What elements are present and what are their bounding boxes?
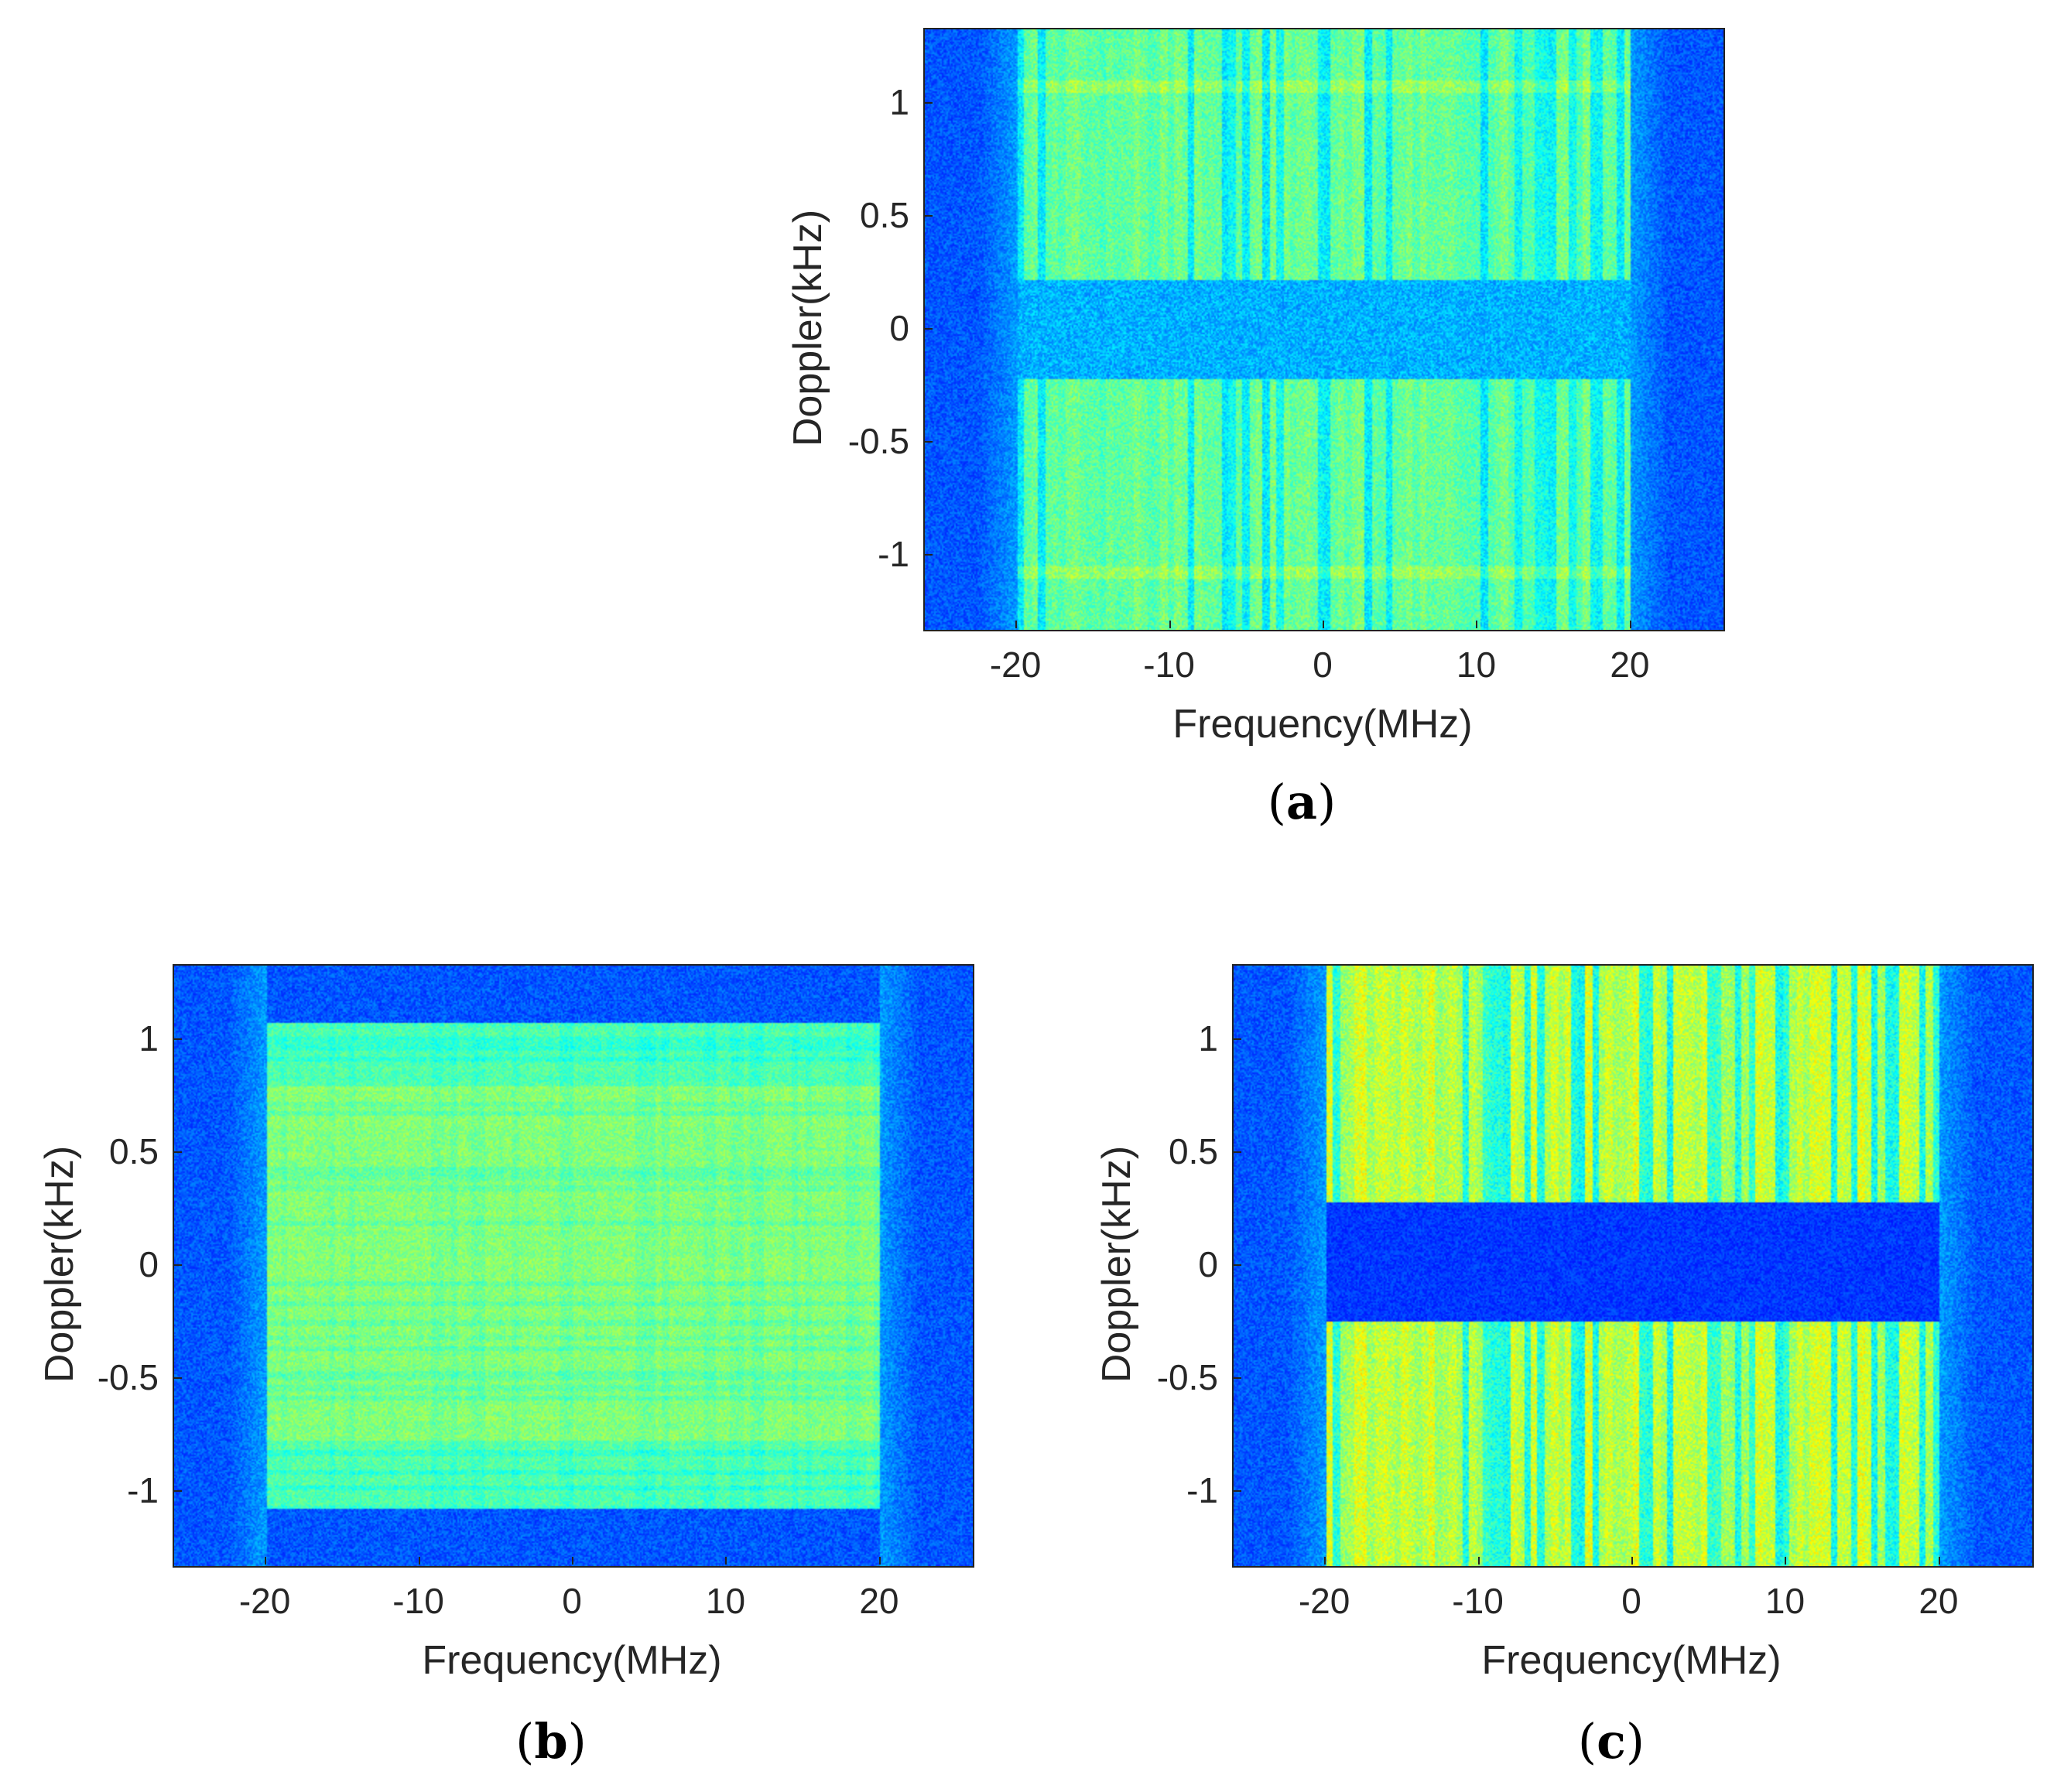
y-tick-mark bbox=[925, 328, 933, 330]
y-tick-label: -0.5 bbox=[97, 1356, 159, 1397]
x-tick-mark bbox=[878, 1557, 881, 1565]
x-tick-label: 0 bbox=[562, 1581, 582, 1621]
x-tick-label: -10 bbox=[392, 1581, 444, 1621]
y-tick-mark bbox=[1234, 1038, 1241, 1041]
y-tick-mark bbox=[174, 1489, 182, 1492]
x-tick-label: -10 bbox=[1143, 645, 1195, 685]
y-tick-label: 1 bbox=[889, 82, 909, 123]
y-tick-mark bbox=[925, 440, 933, 443]
y-axis-label-b: Doppler(kHz) bbox=[37, 1145, 82, 1383]
y-axis-label-a: Doppler(kHz) bbox=[786, 209, 830, 447]
heatmap-image-a bbox=[925, 29, 1723, 630]
caption-a: (a) bbox=[1267, 774, 1337, 830]
y-tick-label: 0 bbox=[139, 1244, 159, 1284]
x-tick-label: 20 bbox=[1919, 1581, 1959, 1621]
x-tick-label: -20 bbox=[238, 1581, 291, 1621]
x-tick-label: 10 bbox=[1456, 645, 1497, 685]
x-tick-label: -10 bbox=[1452, 1581, 1504, 1621]
y-tick-label: 1 bbox=[1198, 1018, 1218, 1059]
y-tick-mark bbox=[174, 1038, 182, 1041]
y-axis-label-c: Doppler(kHz) bbox=[1094, 1145, 1139, 1383]
y-tick-label: -0.5 bbox=[847, 420, 909, 461]
y-tick-label: -0.5 bbox=[1156, 1356, 1218, 1397]
heatmap-plot-c bbox=[1232, 964, 2034, 1568]
heatmap-image-b bbox=[174, 966, 973, 1566]
y-tick-mark bbox=[925, 553, 933, 556]
x-tick-mark bbox=[1169, 621, 1171, 628]
x-tick-label: 20 bbox=[859, 1581, 899, 1621]
y-tick-label: 0 bbox=[1198, 1244, 1218, 1284]
x-tick-label: 10 bbox=[705, 1581, 746, 1621]
x-tick-mark bbox=[1323, 621, 1324, 628]
y-tick-label: -1 bbox=[1186, 1469, 1218, 1510]
x-tick-label: 0 bbox=[1621, 1581, 1641, 1621]
heatmap-plot-b bbox=[173, 964, 974, 1568]
y-tick-mark bbox=[925, 102, 933, 104]
y-tick-label: 0.5 bbox=[860, 195, 909, 236]
y-tick-mark bbox=[174, 1151, 182, 1154]
x-axis-label-c: Frequency(MHz) bbox=[1481, 1638, 1782, 1683]
caption-b: (b) bbox=[515, 1713, 587, 1770]
heatmap-image-c bbox=[1234, 966, 2032, 1566]
x-tick-label: 10 bbox=[1764, 1581, 1806, 1621]
y-tick-label: -1 bbox=[878, 533, 909, 574]
x-tick-mark bbox=[1785, 1557, 1787, 1565]
x-tick-mark bbox=[1324, 1557, 1326, 1565]
x-tick-label: 20 bbox=[1610, 645, 1650, 685]
x-tick-mark bbox=[418, 1557, 420, 1565]
x-tick-label: 0 bbox=[1313, 645, 1333, 685]
x-tick-mark bbox=[1938, 1557, 1940, 1565]
x-tick-mark bbox=[1476, 621, 1478, 628]
y-tick-label: 0 bbox=[889, 308, 909, 348]
x-tick-mark bbox=[1631, 1557, 1633, 1565]
x-tick-mark bbox=[725, 1557, 727, 1565]
y-tick-mark bbox=[1234, 1489, 1241, 1492]
y-tick-mark bbox=[1234, 1376, 1241, 1379]
x-tick-mark bbox=[1629, 621, 1631, 628]
x-tick-mark bbox=[1477, 1557, 1480, 1565]
y-tick-label: 1 bbox=[139, 1018, 159, 1059]
x-axis-label-b: Frequency(MHz) bbox=[422, 1638, 722, 1683]
y-tick-label: 0.5 bbox=[109, 1131, 159, 1172]
y-tick-mark bbox=[174, 1264, 182, 1266]
y-tick-label: 0.5 bbox=[1169, 1131, 1218, 1172]
x-tick-mark bbox=[572, 1557, 573, 1565]
x-tick-label: -20 bbox=[989, 645, 1042, 685]
y-tick-mark bbox=[1234, 1151, 1241, 1154]
x-axis-label-a: Frequency(MHz) bbox=[1172, 702, 1473, 747]
caption-c: (c) bbox=[1577, 1713, 1645, 1770]
y-tick-label: -1 bbox=[127, 1469, 159, 1510]
y-tick-mark bbox=[925, 215, 933, 217]
heatmap-plot-a bbox=[923, 28, 1725, 631]
x-tick-mark bbox=[265, 1557, 267, 1565]
y-tick-mark bbox=[1234, 1264, 1241, 1266]
y-tick-mark bbox=[174, 1376, 182, 1379]
x-tick-label: -20 bbox=[1298, 1581, 1350, 1621]
x-tick-mark bbox=[1015, 621, 1018, 628]
